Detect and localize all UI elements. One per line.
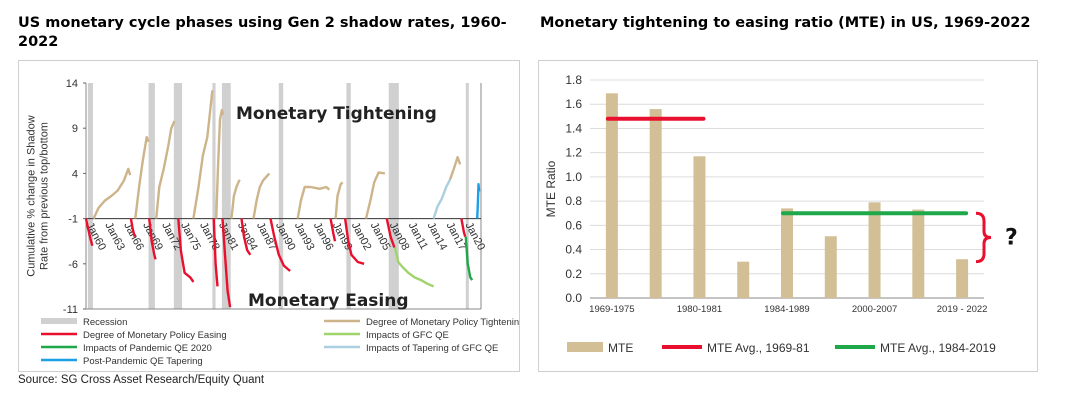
y-axis-label: MTE Ratio bbox=[544, 160, 558, 217]
y-tick-label: 9 bbox=[72, 123, 78, 135]
mte-bar bbox=[912, 209, 925, 298]
x-category-label: 1984-1989 bbox=[764, 304, 809, 315]
legend-label-post_pandemic_tapering: Post-Pandemic QE Tapering bbox=[83, 356, 203, 367]
tightening-series-line bbox=[134, 136, 150, 219]
bracket-annotation bbox=[975, 211, 992, 264]
source-note: Source: SG Cross Asset Research/Equity Q… bbox=[18, 374, 265, 386]
tightening-series-line bbox=[334, 181, 344, 219]
mte-bar bbox=[737, 261, 750, 298]
tightening-series-line bbox=[364, 171, 386, 219]
y-tick-label: 1.4 bbox=[565, 121, 582, 135]
legend-label-tightening: Degree of Monetary Policy Tightening bbox=[366, 317, 519, 328]
monetary-easing-annotation: Monetary Easing bbox=[248, 291, 409, 311]
x-category-label: 1980-1981 bbox=[677, 304, 722, 315]
y-tick-label: 0.2 bbox=[565, 267, 582, 281]
recession-band bbox=[278, 83, 284, 309]
mte-chart-panel: 0.0 0.2 0.4 0.6 0.8 1.0 1.2 1.4 1.6 1.8 MTE Ratio 1… bbox=[538, 60, 1038, 372]
monetary-tightening-annotation: Monetary Tightening bbox=[236, 104, 437, 124]
tightening-series-line bbox=[215, 108, 225, 219]
recession-band bbox=[465, 83, 469, 309]
y-tick-label: 0.6 bbox=[565, 218, 582, 232]
y-tick-label: 14 bbox=[66, 78, 78, 90]
tightening-series-line bbox=[448, 155, 462, 181]
easing-series-line bbox=[329, 218, 337, 242]
easing-series-line bbox=[221, 218, 232, 308]
legend-label-mte-avg-1984-2019: MTE Avg., 1984-2019 bbox=[880, 341, 996, 355]
mte-bar bbox=[868, 202, 881, 298]
mte-bar bbox=[693, 156, 706, 298]
recession-band bbox=[221, 83, 231, 309]
legend-swatch-mte bbox=[567, 342, 603, 352]
x-category-label: 1969-1975 bbox=[589, 304, 634, 315]
gfc_tapering-series-line bbox=[432, 179, 452, 219]
y-tick-label: -11 bbox=[63, 304, 78, 316]
legend-label-gfc_qe: Impacts of GFC QE bbox=[366, 330, 449, 341]
y-tick-label: 1.6 bbox=[565, 97, 582, 111]
x-category-label: 2000-2007 bbox=[852, 304, 897, 315]
question-mark-annotation: ? bbox=[1005, 225, 1018, 250]
easing-series-line bbox=[177, 218, 195, 283]
easing-series-line bbox=[269, 218, 291, 272]
tightening-series-line bbox=[192, 90, 214, 219]
easing-series-line bbox=[385, 218, 396, 248]
recession-band bbox=[173, 83, 183, 309]
legend-label-mte: MTE bbox=[608, 341, 633, 355]
gfc_qe-series-line bbox=[393, 247, 435, 288]
y-tick-label: -1 bbox=[68, 214, 78, 226]
legend-label-gfc_tapering: Impacts of Tapering of GFC QE bbox=[366, 343, 498, 354]
mte-bar bbox=[824, 236, 837, 298]
post_pandemic_tapering-series-line bbox=[476, 183, 481, 219]
easing-series-line bbox=[460, 218, 467, 238]
left-chart-title: US monetary cycle phases using Gen 2 sha… bbox=[18, 15, 507, 50]
recession-band bbox=[346, 83, 351, 309]
legend-label-recession: Recession bbox=[83, 317, 127, 328]
y-tick-label: 4 bbox=[72, 168, 78, 180]
recession-band bbox=[87, 83, 93, 309]
tightening-series-line bbox=[155, 120, 176, 219]
shadow-rate-chart-panel: 14 9 4 -1 -6 -11 Cumulative % change in Shadow… bbox=[18, 60, 520, 372]
mte-bar bbox=[781, 208, 793, 298]
legend-label-easing: Degree of Monetary Policy Easing bbox=[83, 330, 227, 341]
right-chart-title: Monetary tightening to easing ratio (MTE… bbox=[540, 15, 1031, 31]
y-tick-label: 0.0 bbox=[565, 291, 582, 305]
easing-series-line bbox=[343, 218, 365, 265]
y-tick-label: 1.2 bbox=[565, 146, 582, 160]
easing-series-line bbox=[240, 218, 252, 256]
easing-series-line bbox=[84, 218, 94, 247]
y-tick-label: 1.0 bbox=[565, 170, 582, 184]
mte-bar bbox=[605, 93, 618, 298]
y-tick-label: 1.8 bbox=[565, 73, 582, 87]
easing-series-line bbox=[129, 218, 136, 238]
mte-bar bbox=[956, 259, 969, 298]
easing-series-line bbox=[212, 218, 219, 287]
mte-bar bbox=[649, 109, 662, 298]
mte-ratio-chart: 0.0 0.2 0.4 0.6 0.8 1.0 1.2 1.4 1.6 1.8 MTE Ratio 1… bbox=[544, 73, 1018, 355]
tightening-series-line bbox=[252, 172, 271, 219]
y-tick-label: -6 bbox=[68, 259, 78, 271]
x-category-label: 2019 - 2022 bbox=[937, 304, 988, 315]
shadow-rate-chart: 14 9 4 -1 -6 -11 Cumulative % change in Shadow… bbox=[26, 78, 519, 367]
easing-series-line bbox=[148, 218, 157, 260]
y-tick-label: 0.4 bbox=[565, 243, 582, 257]
pandemic_qe-series-line bbox=[464, 236, 474, 281]
y-tick-label: 0.8 bbox=[565, 194, 582, 208]
recession-band bbox=[212, 83, 216, 309]
legend-label-mte-avg-1969-81: MTE Avg., 1969-81 bbox=[707, 341, 810, 355]
y-axis-label: Cumulative % change in ShadowRate from p… bbox=[26, 115, 51, 276]
tightening-series-line bbox=[230, 179, 241, 219]
tightening-series-line bbox=[296, 185, 331, 219]
tightening-series-line bbox=[92, 167, 132, 220]
legend-label-pandemic_qe: Impacts of Pandemic QE 2020 bbox=[83, 343, 212, 354]
recession-band bbox=[148, 83, 155, 309]
recession-band bbox=[388, 83, 399, 309]
